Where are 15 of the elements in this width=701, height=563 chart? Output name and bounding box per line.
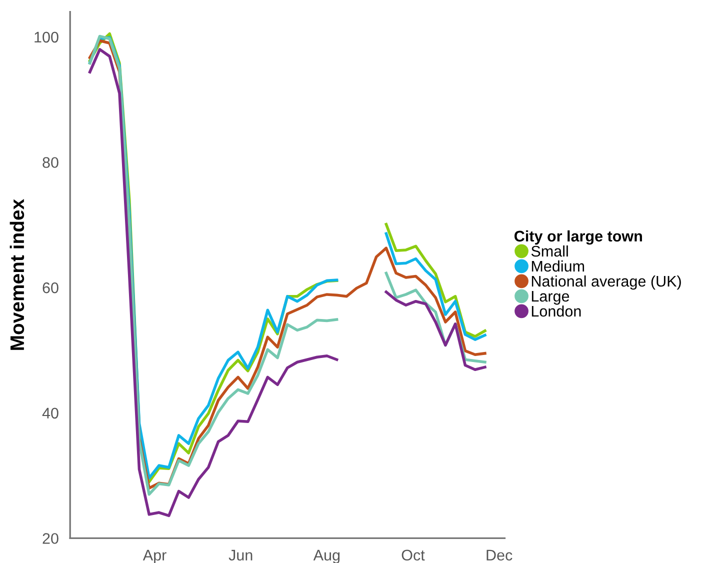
legend-title: City or large town: [514, 230, 642, 245]
y-tick-label: 40: [42, 408, 58, 419]
x-tick-label: Dec: [486, 550, 512, 561]
x-tick-label: Oct: [402, 550, 425, 561]
legend-label: Small: [531, 245, 568, 257]
y-tick-label: 20: [42, 533, 58, 544]
x-tick-label: Jun: [228, 550, 252, 561]
y-tick-label: 80: [42, 157, 58, 168]
y-tick-label: 100: [34, 32, 58, 43]
y-tick-label: 60: [42, 282, 58, 294]
legend-label: London: [532, 305, 581, 317]
legend-label: Large: [532, 291, 570, 305]
y-axis-title: Movement index: [10, 198, 24, 350]
legend-label: National average (UK): [532, 275, 681, 290]
legend-label: Medium: [532, 260, 584, 272]
